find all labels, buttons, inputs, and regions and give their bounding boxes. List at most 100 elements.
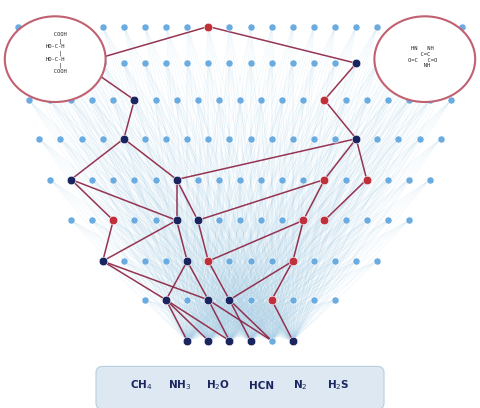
- Point: [152, 97, 159, 103]
- Point: [352, 135, 360, 142]
- Point: [215, 176, 223, 183]
- Point: [268, 135, 276, 142]
- Point: [99, 135, 107, 142]
- Point: [141, 297, 149, 303]
- Point: [363, 176, 371, 183]
- Point: [120, 23, 128, 30]
- Point: [57, 135, 64, 142]
- Point: [57, 60, 64, 67]
- Point: [278, 217, 286, 224]
- Point: [141, 60, 149, 67]
- Point: [162, 60, 170, 67]
- Point: [458, 23, 466, 30]
- Point: [289, 297, 297, 303]
- Point: [300, 217, 307, 224]
- Point: [226, 135, 233, 142]
- Text: HN   NH
  C=C
O=C   C=O
   NH: HN NH C=C O=C C=O NH: [408, 46, 437, 68]
- Point: [25, 97, 33, 103]
- Point: [278, 97, 286, 103]
- Point: [363, 217, 371, 224]
- Point: [99, 60, 107, 67]
- Text: CH$_4$: CH$_4$: [130, 379, 153, 392]
- Point: [162, 135, 170, 142]
- Point: [194, 97, 202, 103]
- Point: [173, 97, 180, 103]
- Point: [183, 23, 191, 30]
- Point: [173, 176, 180, 183]
- Point: [321, 176, 328, 183]
- Point: [437, 135, 444, 142]
- Point: [289, 60, 297, 67]
- Point: [67, 176, 75, 183]
- Point: [141, 258, 149, 264]
- Point: [310, 258, 318, 264]
- Point: [131, 97, 138, 103]
- Point: [36, 135, 43, 142]
- Point: [46, 176, 54, 183]
- Point: [342, 176, 349, 183]
- Point: [447, 97, 455, 103]
- Point: [395, 23, 402, 30]
- Point: [257, 217, 265, 224]
- Point: [405, 217, 413, 224]
- Circle shape: [5, 16, 106, 102]
- Point: [67, 97, 75, 103]
- Point: [437, 23, 444, 30]
- Point: [109, 176, 117, 183]
- Point: [78, 60, 85, 67]
- Point: [78, 23, 85, 30]
- Point: [162, 258, 170, 264]
- Point: [416, 23, 423, 30]
- Point: [78, 135, 85, 142]
- Point: [236, 97, 244, 103]
- Point: [141, 23, 149, 30]
- Point: [131, 176, 138, 183]
- Point: [247, 60, 254, 67]
- Point: [373, 135, 381, 142]
- Point: [141, 135, 149, 142]
- Point: [152, 217, 159, 224]
- Point: [183, 258, 191, 264]
- Point: [395, 60, 402, 67]
- Text: H$_2$O: H$_2$O: [206, 379, 230, 392]
- Point: [57, 23, 64, 30]
- Point: [331, 258, 339, 264]
- Point: [384, 176, 392, 183]
- Point: [310, 60, 318, 67]
- Text: H$_2$S: H$_2$S: [327, 379, 349, 392]
- Point: [268, 258, 276, 264]
- Point: [268, 60, 276, 67]
- Text: HCN: HCN: [249, 381, 274, 390]
- Point: [183, 337, 191, 344]
- Point: [152, 176, 159, 183]
- Point: [194, 217, 202, 224]
- Point: [437, 60, 444, 67]
- Point: [268, 297, 276, 303]
- Point: [204, 23, 212, 30]
- Point: [88, 97, 96, 103]
- Point: [120, 258, 128, 264]
- Point: [226, 60, 233, 67]
- Point: [363, 97, 371, 103]
- Point: [384, 217, 392, 224]
- Text: N$_2$: N$_2$: [293, 379, 307, 392]
- Point: [204, 258, 212, 264]
- Point: [310, 23, 318, 30]
- Point: [131, 217, 138, 224]
- Point: [458, 60, 466, 67]
- Point: [247, 135, 254, 142]
- Point: [426, 97, 434, 103]
- Point: [416, 135, 423, 142]
- Point: [226, 23, 233, 30]
- Point: [331, 23, 339, 30]
- Point: [310, 135, 318, 142]
- Point: [183, 297, 191, 303]
- Point: [426, 176, 434, 183]
- Point: [204, 297, 212, 303]
- Point: [36, 60, 43, 67]
- Point: [36, 23, 43, 30]
- Point: [289, 337, 297, 344]
- Point: [236, 217, 244, 224]
- Point: [215, 97, 223, 103]
- Point: [88, 217, 96, 224]
